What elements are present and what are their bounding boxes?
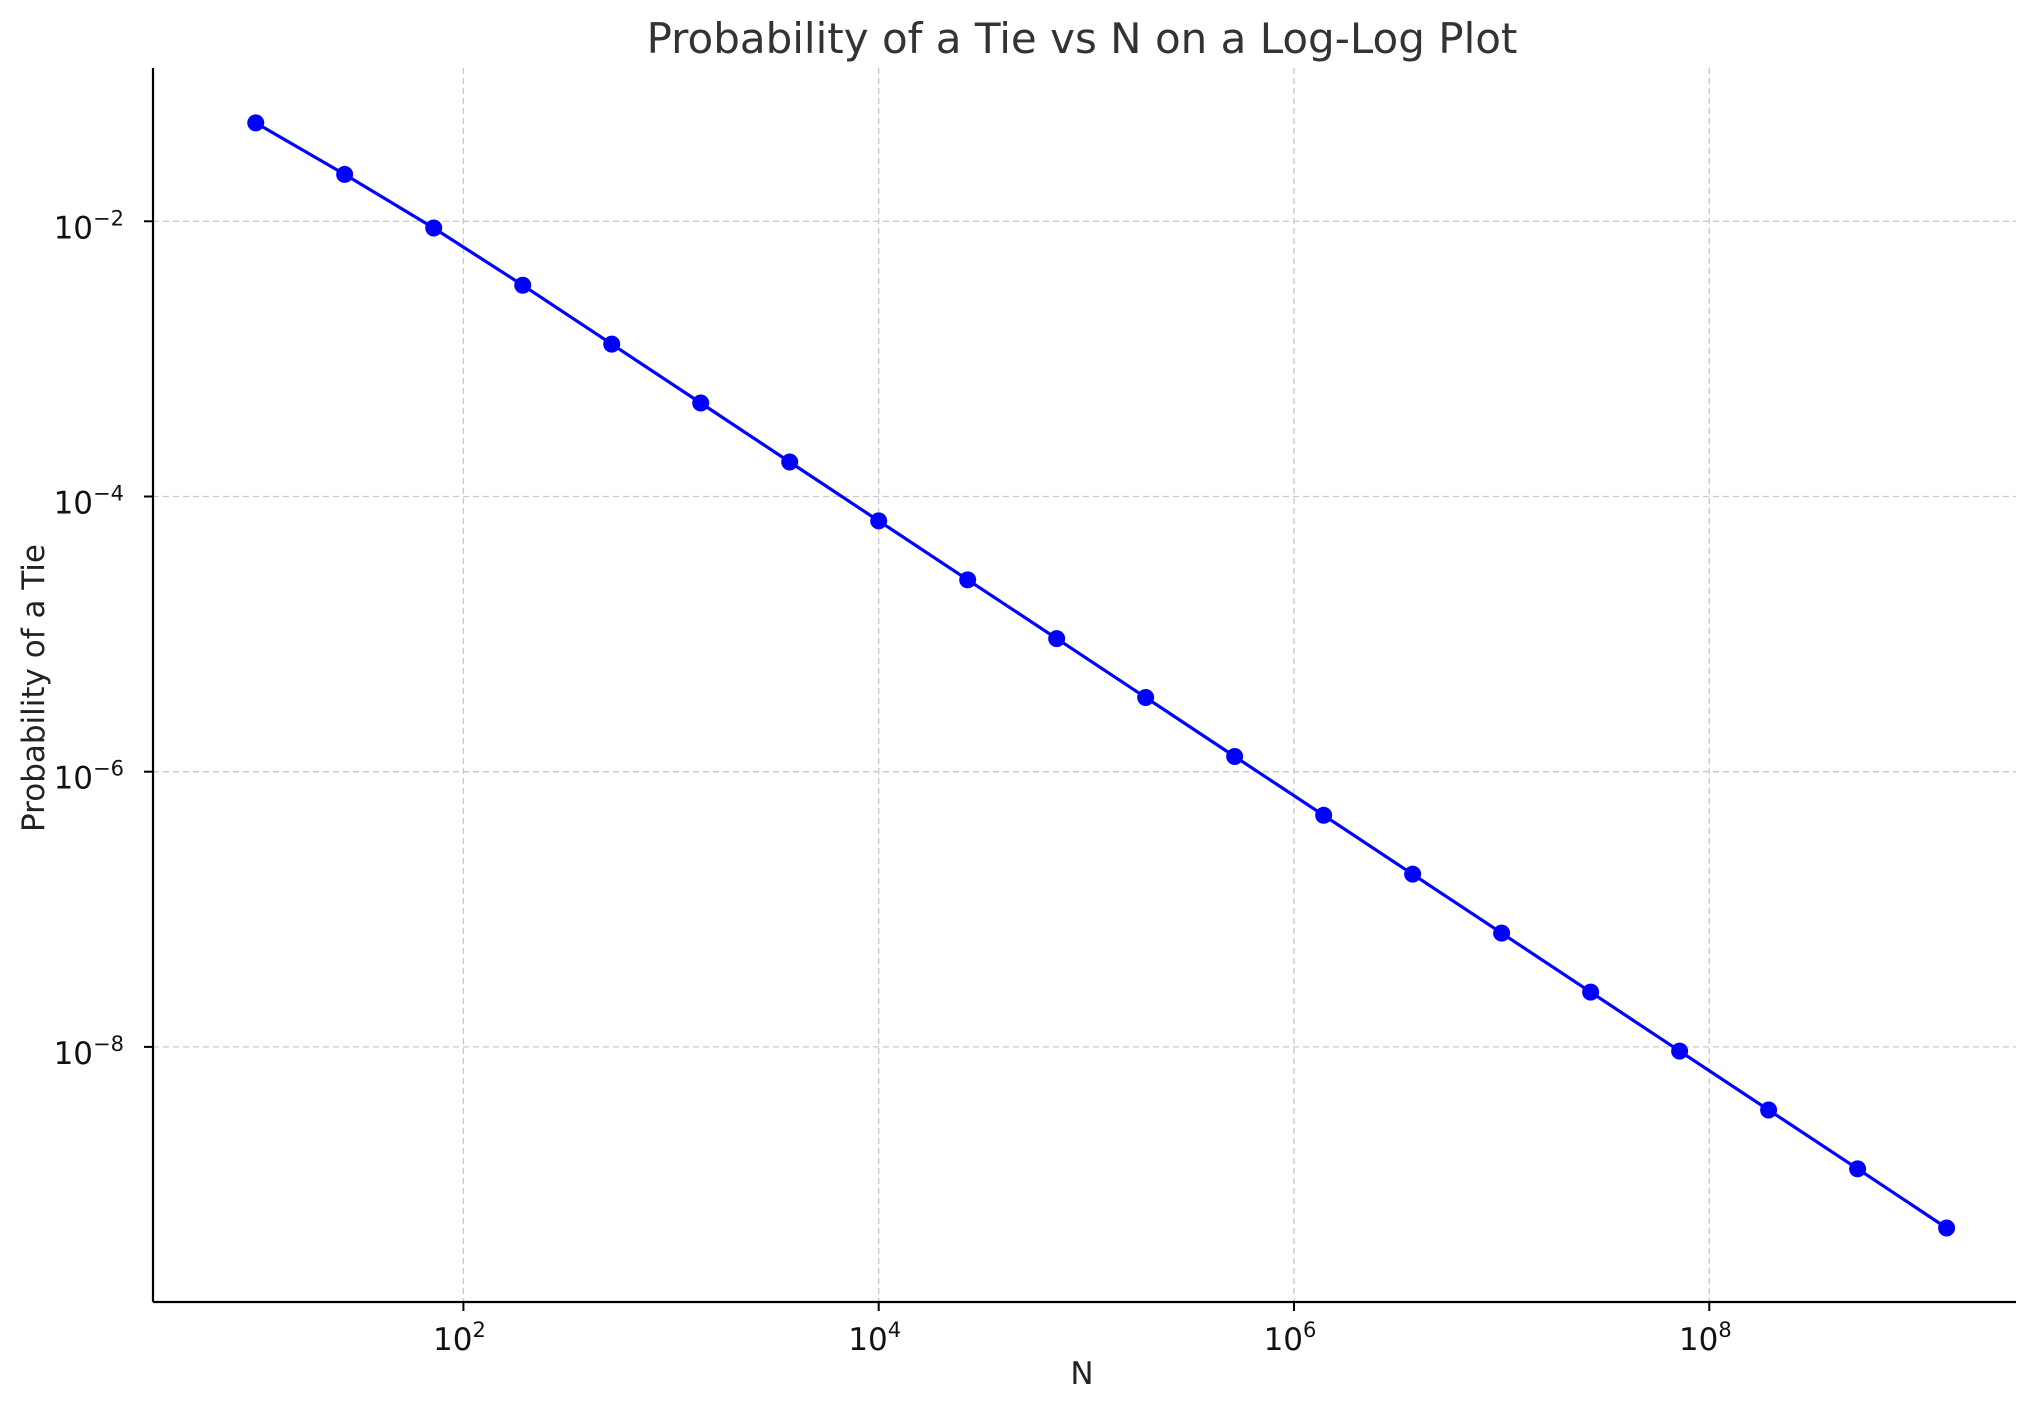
- x-tick-label-exponent: 8: [1718, 1318, 1731, 1342]
- y-tick-label-exponent: −2: [93, 206, 124, 230]
- y-tick-label-base: 10: [54, 1036, 93, 1072]
- data-point: [1582, 983, 1600, 1001]
- data-point: [959, 571, 977, 589]
- series-line: [254, 121, 1948, 1230]
- data-point: [425, 219, 443, 237]
- data-point: [1137, 689, 1155, 707]
- data-point: [1404, 865, 1422, 883]
- x-ticks-layer: 102 104 106 108: [433, 1302, 1732, 1358]
- y-tick-label-exponent: −4: [93, 481, 124, 505]
- x-tick-label-base: 10: [848, 1322, 887, 1358]
- x-tick-label-exponent: 2: [472, 1318, 485, 1342]
- y-tick-label: 10−4: [54, 481, 124, 521]
- data-point: [1048, 630, 1066, 648]
- data-point: [1671, 1042, 1689, 1060]
- data-point: [514, 276, 532, 294]
- data-point: [1938, 1219, 1956, 1237]
- y-axis-label: Probability of a Tie: [16, 544, 52, 832]
- data-point: [1849, 1160, 1867, 1178]
- y-tick-label-base: 10: [54, 210, 93, 246]
- data-point: [1760, 1101, 1778, 1119]
- data-point: [1315, 806, 1333, 824]
- data-point: [870, 512, 888, 530]
- x-tick-label: 108: [1679, 1318, 1732, 1358]
- chart-title: Probability of a Tie vs N on a Log-Log P…: [647, 14, 1518, 63]
- x-tick-label-base: 10: [1679, 1322, 1718, 1358]
- data-point: [781, 453, 799, 471]
- x-tick-label: 104: [848, 1318, 901, 1358]
- x-tick-label-base: 10: [433, 1322, 472, 1358]
- y-tick-label: 10−2: [54, 206, 124, 246]
- grid-layer: [153, 68, 2016, 1302]
- x-tick-label: 102: [433, 1318, 486, 1358]
- y-tick-label-exponent: −6: [93, 757, 124, 781]
- x-tick-label-base: 10: [1264, 1322, 1303, 1358]
- y-tick-label: 10−6: [54, 757, 124, 797]
- data-point: [1493, 924, 1511, 942]
- x-tick-label: 106: [1264, 1318, 1317, 1358]
- y-tick-label-base: 10: [54, 485, 93, 521]
- x-tick-label-exponent: 4: [888, 1318, 901, 1342]
- y-tick-label: 10−8: [54, 1032, 124, 1072]
- x-tick-label-exponent: 6: [1303, 1318, 1316, 1342]
- y-ticks-layer: 10−210−410−610−8: [54, 206, 153, 1072]
- x-axis-label: N: [1070, 1356, 1093, 1392]
- data-point: [692, 394, 710, 412]
- y-tick-label-base: 10: [54, 761, 93, 797]
- y-tick-label-exponent: −8: [93, 1032, 124, 1056]
- data-point: [336, 165, 354, 183]
- series-layer: [247, 114, 1956, 1237]
- data-point: [1226, 747, 1244, 765]
- data-point: [603, 335, 621, 353]
- data-point: [247, 114, 265, 132]
